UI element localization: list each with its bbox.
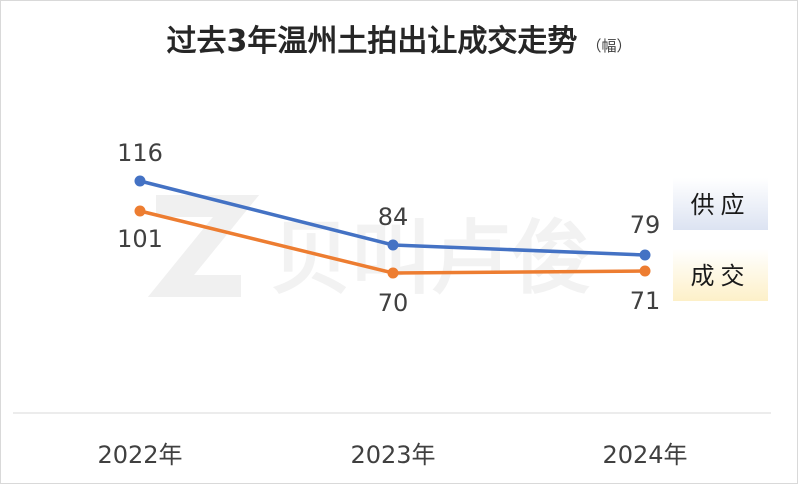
data-label: 70: [378, 289, 409, 317]
data-point: [134, 175, 146, 187]
legend-label-1: 供应: [691, 191, 751, 219]
chart-title-unit: （幅）: [586, 37, 631, 55]
data-point: [387, 267, 399, 279]
data-point: [134, 205, 146, 217]
chart-title: 过去3年温州土拍出让成交走势 （幅）: [167, 24, 632, 59]
data-label: 84: [378, 203, 409, 231]
data-label: 101: [117, 225, 163, 253]
watermark-logo-icon: [147, 195, 260, 297]
data-label: 116: [117, 139, 163, 167]
series-layer: [134, 175, 651, 279]
chart-title-main: 过去3年温州土拍出让成交走势: [167, 24, 578, 59]
legend-box-2: [673, 249, 768, 301]
x-tick-label: 2024年: [602, 441, 687, 469]
legend-label-2: 成交: [691, 262, 751, 290]
data-point: [387, 239, 399, 251]
data-label: 79: [630, 211, 661, 239]
x-tick-label: 2023年: [350, 441, 435, 469]
data-label: 71: [630, 287, 661, 315]
data-point: [639, 265, 651, 277]
data-point: [639, 249, 651, 261]
legend-box-1: [673, 178, 768, 230]
x-axis-ticks: 2022年 2023年 2024年: [97, 441, 687, 469]
labels-layer: 116 84 79 101 70 71: [117, 139, 660, 317]
watermark: 贝叫卢俊: [147, 195, 591, 305]
x-tick-label: 2022年: [97, 441, 182, 469]
